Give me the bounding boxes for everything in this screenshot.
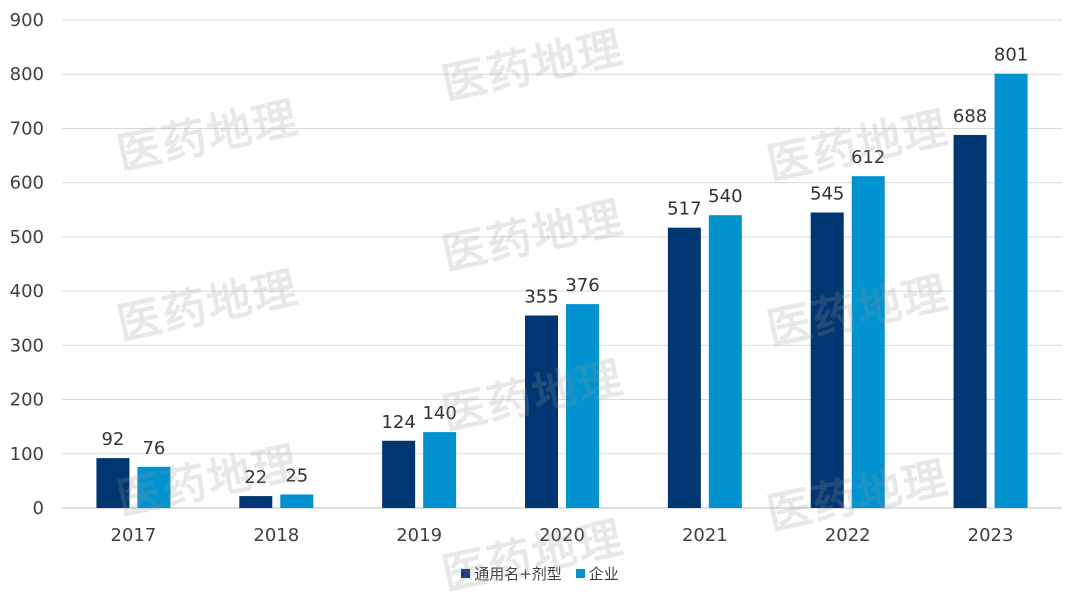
y-tick-label: 100 xyxy=(10,444,44,465)
bar xyxy=(667,227,701,508)
y-tick-label: 200 xyxy=(10,390,44,411)
legend-swatch-series-1 xyxy=(461,568,471,578)
bar xyxy=(953,134,987,508)
legend-label-series-2: 企业 xyxy=(588,564,619,583)
data-label: 612 xyxy=(851,147,885,168)
bar xyxy=(994,73,1028,509)
y-tick-label: 700 xyxy=(10,118,44,139)
data-label: 801 xyxy=(994,45,1028,66)
bar xyxy=(96,458,130,508)
bar xyxy=(525,315,558,508)
y-tick-label: 800 xyxy=(10,64,44,85)
y-tick-label: 0 xyxy=(33,498,44,519)
bar xyxy=(423,432,457,508)
legend-item-series-2: 企业 xyxy=(575,563,619,584)
data-label: 22 xyxy=(244,467,267,488)
data-label: 355 xyxy=(524,287,558,308)
bar xyxy=(851,176,885,508)
x-tick-label: 2022 xyxy=(825,525,871,546)
y-tick-label: 500 xyxy=(10,227,44,248)
data-label: 124 xyxy=(381,412,415,433)
y-tick-label: 600 xyxy=(10,173,44,194)
y-tick-label: 900 xyxy=(10,10,44,31)
x-tick-label: 2023 xyxy=(968,525,1014,546)
x-tick-label: 2019 xyxy=(396,525,442,546)
data-label: 517 xyxy=(667,199,701,220)
bar xyxy=(810,212,844,508)
data-label: 76 xyxy=(142,438,165,459)
legend-label-series-1: 通用名+剂型 xyxy=(474,564,562,583)
y-tick-label: 300 xyxy=(10,335,44,356)
legend-swatch-series-2 xyxy=(575,568,585,578)
bar xyxy=(239,496,273,508)
data-label: 25 xyxy=(285,465,308,486)
data-label: 140 xyxy=(422,403,456,424)
bar xyxy=(280,494,314,508)
legend-item-series-1: 通用名+剂型 xyxy=(461,563,562,584)
x-tick-label: 2020 xyxy=(539,525,585,546)
bar xyxy=(708,215,742,508)
data-label: 376 xyxy=(565,275,599,296)
x-tick-label: 2018 xyxy=(253,525,299,546)
bar xyxy=(566,304,599,508)
x-tick-label: 2017 xyxy=(111,525,157,546)
data-label: 540 xyxy=(708,186,742,207)
bar xyxy=(137,466,171,508)
legend: 通用名+剂型 企业 xyxy=(0,561,1080,585)
bar xyxy=(382,440,416,508)
y-tick-label: 400 xyxy=(10,281,44,302)
data-label: 92 xyxy=(101,429,124,450)
x-tick-label: 2021 xyxy=(682,525,728,546)
data-label: 688 xyxy=(953,106,987,127)
data-label: 545 xyxy=(810,183,844,204)
